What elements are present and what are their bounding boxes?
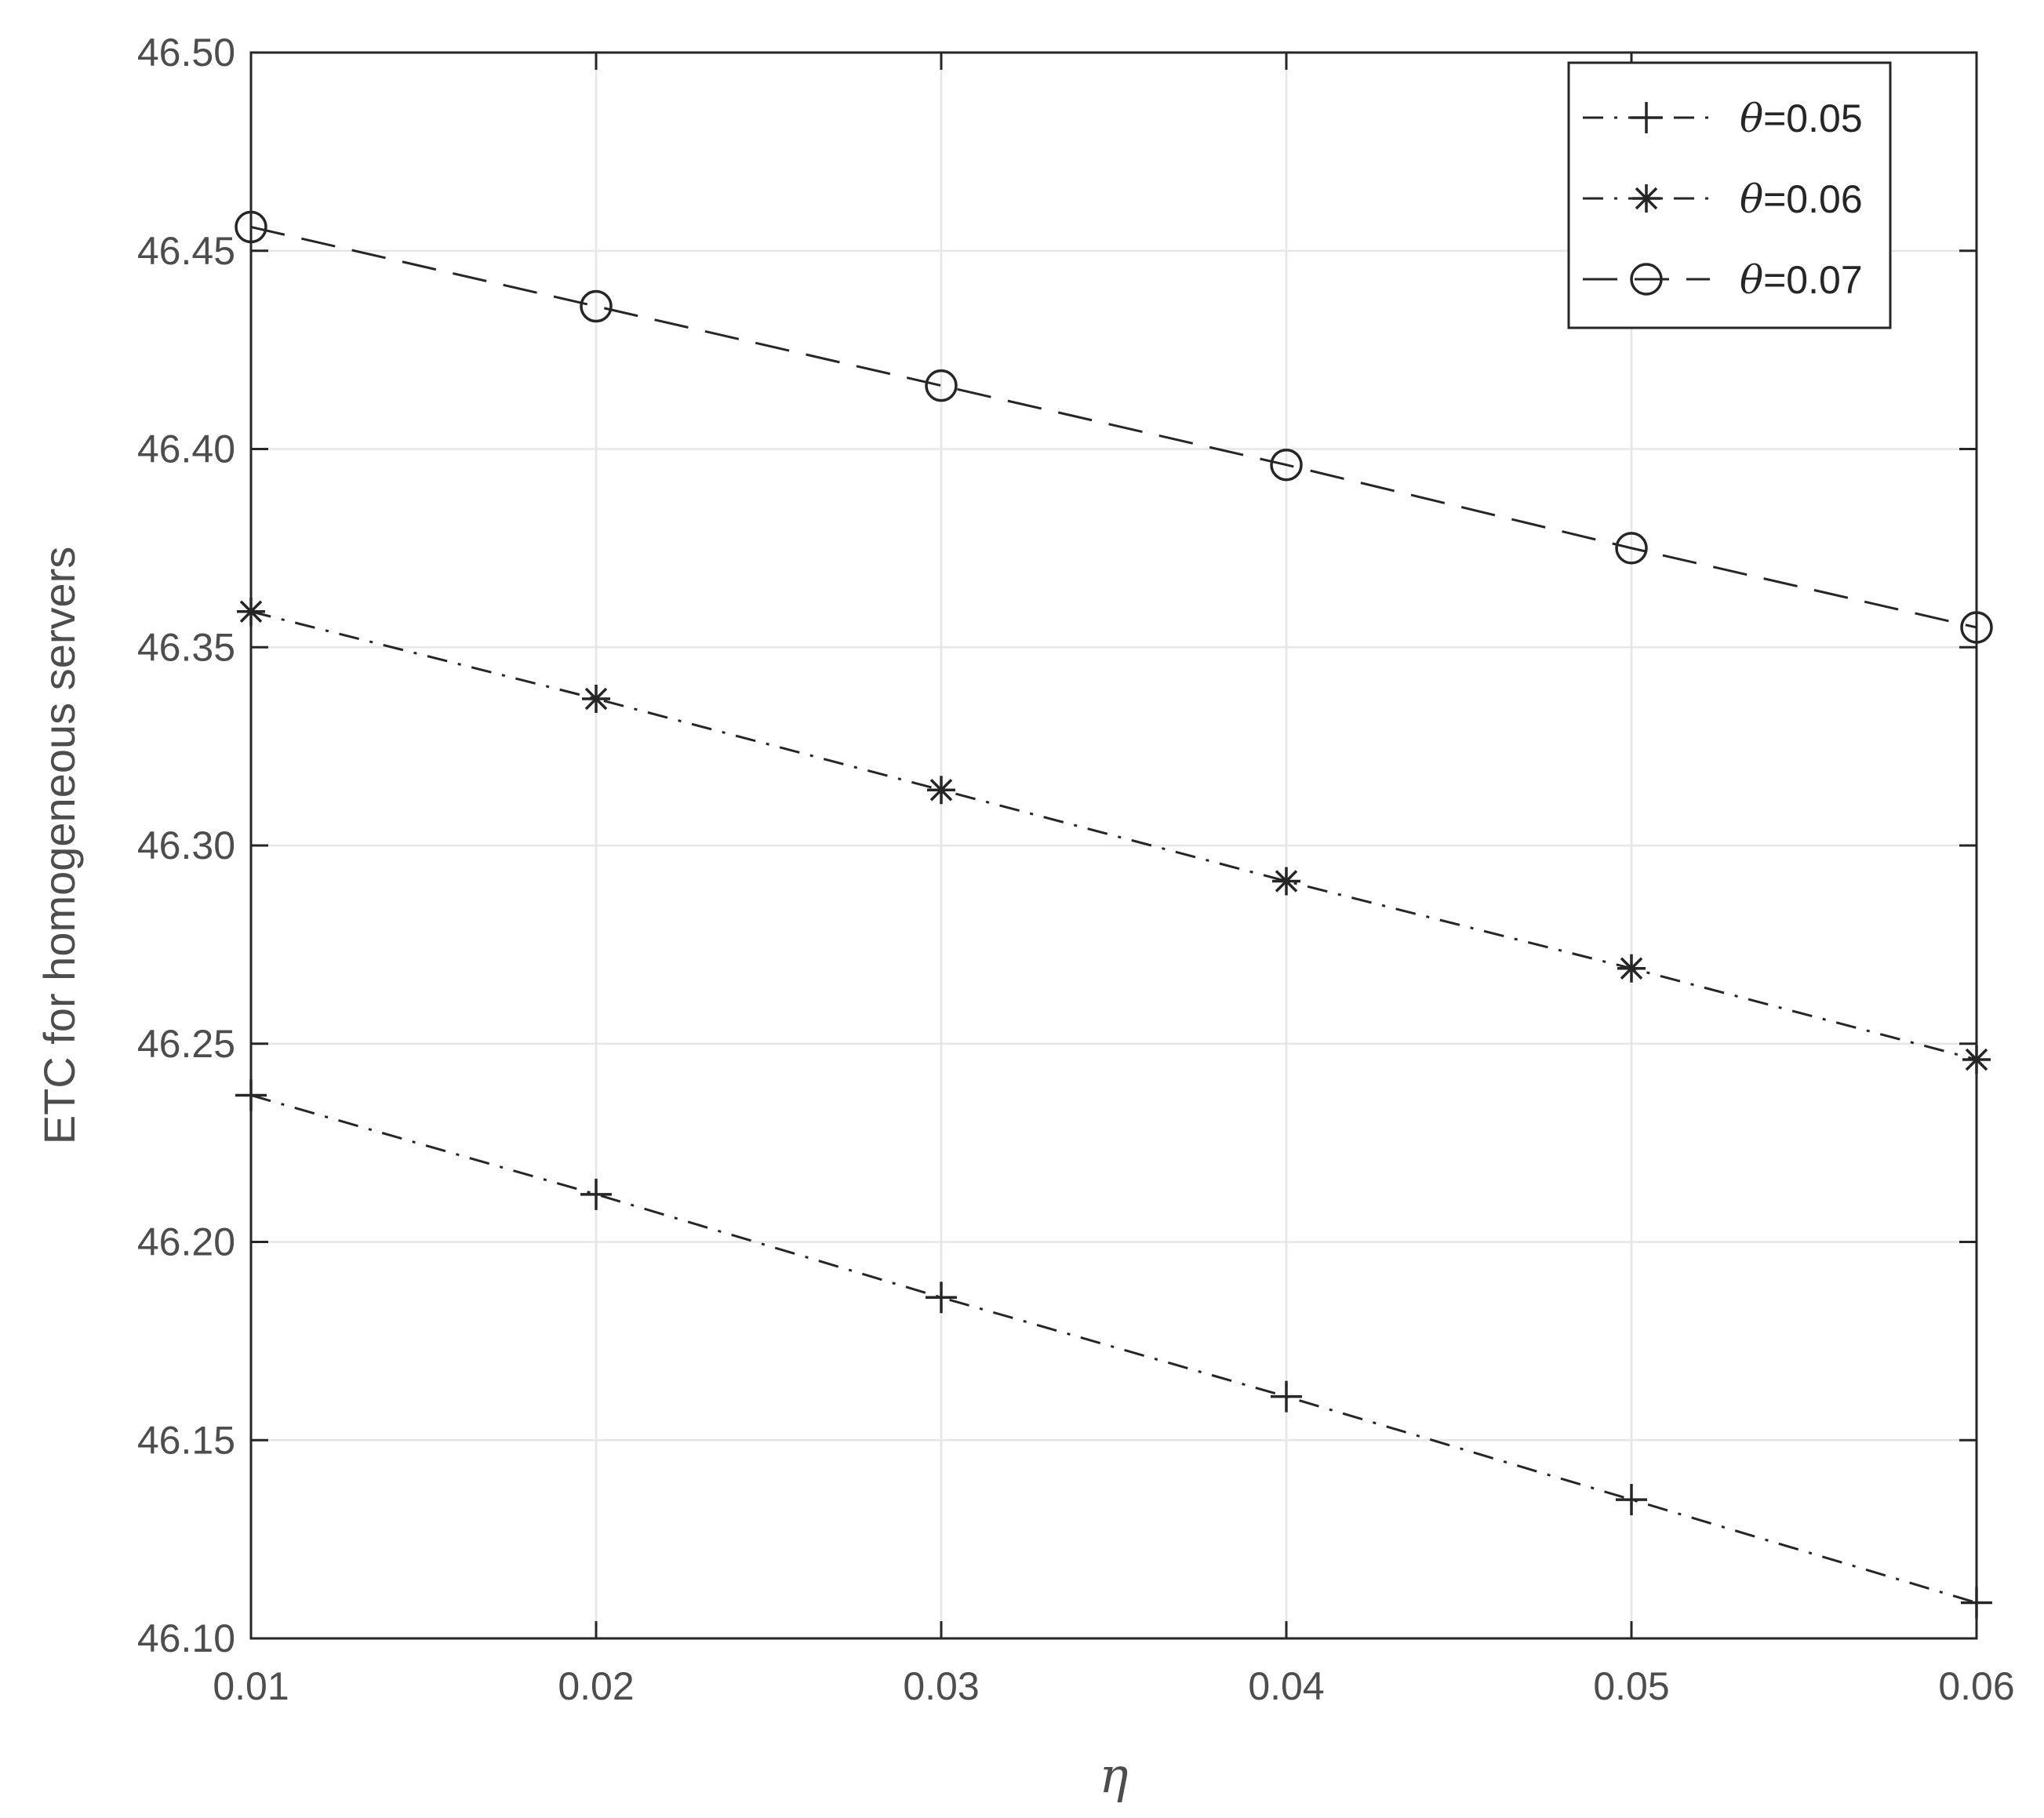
- legend-label: θ=0.07: [1740, 257, 1863, 303]
- legend-label: θ=0.05: [1740, 96, 1863, 141]
- y-axis-tick-labels: 46.10 46.15 46.20 46.25 46.30 46.35 46.40 46.45…: [137, 31, 235, 1660]
- legend-marker-circle: [1630, 263, 1663, 296]
- legend-marker-plus: [1631, 102, 1662, 133]
- series-plus: [235, 1079, 1992, 1619]
- data-point-asterisk: [927, 776, 955, 805]
- data-point-plus: [1271, 1380, 1302, 1413]
- series-asterisk: [237, 597, 1991, 1074]
- x-tick-label: 0.02: [558, 1664, 634, 1708]
- legend-entry: θ=0.07: [1583, 257, 1863, 303]
- legend-entry: θ=0.05: [1583, 96, 1863, 141]
- data-point-circle: [580, 289, 613, 323]
- data-point-circle: [1615, 532, 1648, 565]
- axis-ticks: [249, 51, 1978, 1640]
- x-axis-tick-labels: 0.01 0.02 0.03 0.04 0.05 0.06: [213, 1664, 2014, 1708]
- data-point-plus: [926, 1282, 957, 1314]
- y-tick-label: 46.50: [137, 31, 235, 75]
- x-tick-label: 0.03: [903, 1664, 979, 1708]
- x-tick-label: 0.04: [1248, 1664, 1324, 1708]
- legend-marker-asterisk: [1632, 184, 1660, 213]
- data-point-asterisk: [1617, 954, 1646, 983]
- data-point-plus: [1616, 1484, 1647, 1516]
- y-tick-label: 46.45: [137, 229, 235, 273]
- y-tick-label: 46.35: [137, 625, 235, 669]
- x-tick-label: 0.06: [1938, 1664, 2014, 1708]
- series-line: [250, 225, 1977, 629]
- y-axis-label: ETC for homogeneous servers: [35, 547, 84, 1145]
- data-point-asterisk: [582, 684, 610, 713]
- y-tick-label: 46.30: [137, 824, 235, 867]
- legend-box: [1567, 61, 1892, 329]
- y-tick-label: 46.40: [137, 427, 235, 471]
- y-tick-label: 46.15: [137, 1418, 235, 1462]
- x-tick-label: 0.05: [1593, 1664, 1669, 1708]
- legend-theta-symbol: θ: [1740, 96, 1763, 141]
- legend: θ=0.05θ=0.06θ=0.07: [1567, 61, 1892, 329]
- legend-value: =0.06: [1763, 177, 1863, 221]
- series-line: [250, 610, 1977, 1061]
- legend-theta-symbol: θ: [1740, 176, 1763, 222]
- series-line: [250, 1094, 1977, 1604]
- y-tick-label: 46.20: [137, 1220, 235, 1264]
- y-tick-label: 46.10: [137, 1616, 235, 1660]
- data-point-plus: [580, 1178, 612, 1210]
- legend-label: θ=0.06: [1740, 176, 1863, 222]
- y-tick-label: 46.25: [137, 1022, 235, 1066]
- legend-entry: θ=0.06: [1583, 176, 1863, 222]
- x-tick-label: 0.01: [213, 1664, 289, 1708]
- legend-value: =0.05: [1763, 96, 1863, 140]
- x-axis-label: η: [1099, 1747, 1128, 1804]
- data-point-circle: [1270, 448, 1303, 482]
- data-point-circle: [925, 369, 958, 402]
- legend-value: =0.07: [1763, 258, 1863, 302]
- legend-theta-symbol: θ: [1740, 257, 1763, 303]
- series-layer: [235, 210, 1993, 1619]
- data-point-asterisk: [1272, 867, 1300, 896]
